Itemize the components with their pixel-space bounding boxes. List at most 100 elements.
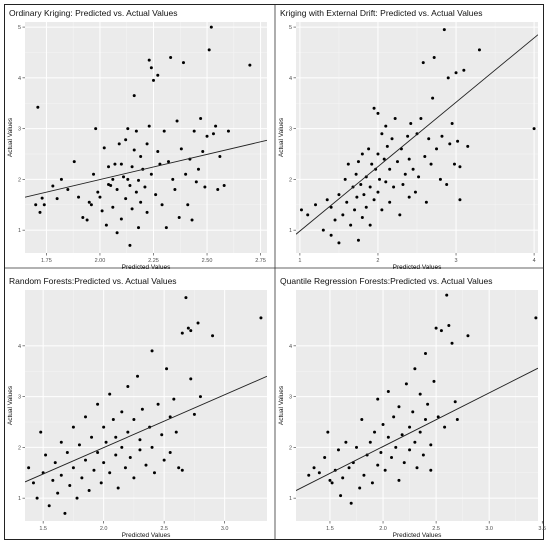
data-point <box>132 417 136 421</box>
data-point <box>134 129 138 133</box>
data-point <box>347 466 351 470</box>
x-tick-label: 3 <box>455 258 458 264</box>
data-point <box>376 463 380 467</box>
x-tick-label: 2.0 <box>100 526 108 532</box>
data-point <box>339 494 343 498</box>
regression-line <box>296 367 538 491</box>
x-tick-label: 2.5 <box>160 526 168 532</box>
data-point <box>124 138 128 142</box>
data-point <box>360 215 364 219</box>
data-point <box>128 183 132 187</box>
data-point <box>71 466 75 470</box>
data-point <box>119 217 123 221</box>
data-point <box>165 367 169 371</box>
panel-3: Random Forests:Predicted vs. Actual Valu… <box>7 276 267 539</box>
data-point <box>211 334 215 338</box>
data-point <box>130 165 134 169</box>
data-point <box>126 384 130 388</box>
data-point <box>362 473 366 477</box>
data-point <box>139 200 143 204</box>
x-axis-label: Predicted Values <box>393 532 442 539</box>
data-point <box>326 430 330 434</box>
data-point <box>362 193 366 197</box>
data-point <box>40 196 44 200</box>
data-point <box>162 129 166 133</box>
data-point <box>400 433 404 437</box>
data-point <box>429 443 433 447</box>
data-point <box>122 175 126 179</box>
data-point <box>388 200 392 204</box>
data-point <box>413 440 417 444</box>
data-point <box>139 155 143 159</box>
data-point <box>98 195 102 199</box>
data-point <box>360 417 364 421</box>
x-tick-label: 2.5 <box>432 526 440 532</box>
data-point <box>168 415 172 419</box>
x-tick-label: 2.75 <box>255 258 266 264</box>
data-point <box>123 466 127 470</box>
data-point <box>379 450 383 454</box>
chart-title: Kriging with External Drift: Predicted v… <box>280 8 483 18</box>
data-point <box>356 238 360 242</box>
x-tick-label: 2 <box>376 258 379 264</box>
data-point <box>38 210 42 214</box>
data-point <box>171 177 175 181</box>
y-tick-label: 1 <box>289 228 292 234</box>
data-point <box>248 63 252 67</box>
data-point <box>341 213 345 217</box>
data-point <box>323 456 327 460</box>
data-point <box>143 185 147 189</box>
data-point <box>65 450 69 454</box>
data-point <box>108 471 112 475</box>
data-point <box>392 415 396 419</box>
data-point <box>111 177 115 181</box>
data-point <box>160 433 164 437</box>
data-point <box>341 476 345 480</box>
data-point <box>534 316 538 320</box>
data-point <box>456 139 460 143</box>
data-point <box>360 152 364 156</box>
data-point <box>150 349 154 353</box>
data-point <box>355 445 358 449</box>
data-point <box>354 172 358 176</box>
data-point <box>438 177 442 181</box>
data-point <box>447 324 451 328</box>
data-point <box>442 28 446 32</box>
data-point <box>394 445 398 449</box>
data-point <box>39 430 43 434</box>
x-tick-label: 3.0 <box>221 526 229 532</box>
data-point <box>189 377 193 381</box>
data-point <box>107 165 111 169</box>
data-point <box>393 116 397 120</box>
plot-background <box>296 290 538 521</box>
x-tick-label: 3.5 <box>538 526 546 532</box>
data-point <box>59 473 63 477</box>
data-point <box>330 481 334 485</box>
data-point <box>138 438 142 442</box>
data-point <box>356 160 360 164</box>
data-point <box>132 476 136 480</box>
data-point <box>355 195 359 199</box>
data-point <box>450 341 454 345</box>
panel-2: Kriging with External Drift: Predicted v… <box>278 8 538 271</box>
data-point <box>96 190 100 194</box>
data-point <box>424 200 428 204</box>
data-point <box>336 448 340 452</box>
data-point <box>388 167 392 171</box>
data-point <box>168 450 172 454</box>
data-point <box>429 468 433 472</box>
data-point <box>415 466 419 470</box>
data-point <box>113 162 117 166</box>
data-point <box>448 142 452 146</box>
data-point <box>307 473 311 477</box>
data-point <box>196 167 200 171</box>
data-point <box>36 105 40 109</box>
data-point <box>87 489 91 493</box>
data-point <box>226 129 230 133</box>
points-layer <box>27 296 263 515</box>
data-point <box>337 193 341 197</box>
data-point <box>71 425 75 429</box>
data-point <box>138 448 142 452</box>
y-tick-label: 2 <box>18 445 21 451</box>
y-tick-label: 1 <box>289 496 292 502</box>
